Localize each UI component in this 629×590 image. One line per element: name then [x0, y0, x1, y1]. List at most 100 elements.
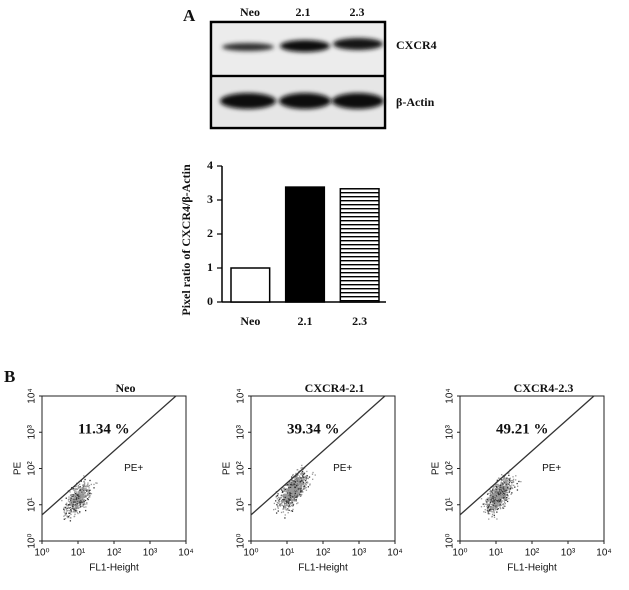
- event-dot: [284, 498, 286, 500]
- event-dot: [87, 483, 89, 486]
- event-dot: [304, 476, 306, 478]
- event-dot: [64, 518, 67, 520]
- event-dot: [495, 503, 497, 505]
- event-dot: [296, 469, 298, 471]
- event-dot: [506, 487, 509, 489]
- event-dot: [503, 488, 505, 490]
- event-dot: [274, 508, 277, 510]
- event-dot: [64, 512, 66, 515]
- x-tick-label: 10⁰: [34, 548, 49, 559]
- event-dot: [490, 501, 493, 503]
- event-dot: [499, 496, 501, 499]
- event-dot: [283, 505, 285, 507]
- event-dot: [509, 487, 512, 489]
- event-dot: [486, 505, 488, 507]
- event-dot: [306, 477, 308, 479]
- x-tick-label: 10⁴: [596, 548, 611, 559]
- event-dot: [283, 497, 286, 500]
- event-dot: [75, 485, 77, 488]
- event-dot: [72, 488, 75, 490]
- event-dot: [492, 500, 494, 502]
- event-dot: [79, 503, 82, 505]
- event-dot: [69, 497, 72, 499]
- event-dot: [289, 488, 292, 490]
- event-dot: [301, 464, 303, 467]
- event-dot: [497, 504, 499, 507]
- event-dot: [82, 488, 84, 490]
- event-dot: [71, 488, 73, 490]
- event-dot: [292, 495, 294, 497]
- event-dot: [499, 506, 501, 509]
- event-dot: [487, 510, 489, 512]
- event-dot: [287, 502, 290, 504]
- event-dot: [72, 506, 74, 509]
- event-dot: [76, 497, 78, 499]
- event-dot: [496, 518, 498, 520]
- plot-title: CXCR4-2.1: [305, 381, 365, 395]
- event-dot: [485, 501, 488, 503]
- event-dot: [277, 505, 279, 507]
- event-dot: [278, 498, 281, 500]
- event-dot: [499, 491, 501, 493]
- event-dot: [494, 498, 496, 500]
- event-dot: [71, 507, 73, 509]
- event-dot: [65, 513, 67, 515]
- event-dot: [285, 507, 287, 509]
- event-dot: [73, 498, 75, 501]
- event-dot: [80, 493, 82, 495]
- event-dot: [295, 490, 298, 492]
- event-dot: [494, 497, 496, 499]
- event-dot: [493, 506, 495, 509]
- event-dot: [492, 504, 495, 506]
- event-dot: [305, 486, 307, 489]
- event-dot: [86, 498, 89, 500]
- event-dot: [306, 481, 309, 483]
- event-dot: [74, 485, 76, 488]
- event-dot: [79, 493, 81, 495]
- event-dot: [290, 502, 293, 505]
- event-dot: [508, 474, 510, 477]
- event-dot: [74, 513, 76, 515]
- event-dot: [78, 489, 81, 491]
- event-dot: [489, 490, 491, 493]
- event-dot: [72, 505, 74, 508]
- event-dot: [504, 479, 507, 481]
- event-dot: [288, 496, 290, 499]
- event-dot: [498, 490, 500, 493]
- event-dot: [300, 467, 302, 469]
- event-dot: [83, 500, 85, 503]
- event-dot: [502, 483, 504, 485]
- event-dot: [506, 477, 508, 479]
- event-dot: [80, 505, 82, 508]
- event-dot: [81, 495, 84, 498]
- event-dot: [73, 494, 75, 497]
- event-dot: [288, 498, 291, 500]
- event-dot: [501, 484, 504, 486]
- x-tick-label: 10⁰: [243, 548, 258, 559]
- event-dot: [493, 497, 495, 500]
- event-dot: [74, 490, 76, 492]
- event-dot: [496, 484, 498, 486]
- y-tick-label: 10⁴: [236, 388, 247, 403]
- event-dot: [494, 506, 497, 508]
- event-dot: [496, 496, 498, 499]
- event-dot: [502, 491, 504, 493]
- event-dot: [298, 482, 300, 484]
- event-dot: [283, 507, 285, 510]
- event-dot: [487, 505, 489, 507]
- event-dot: [79, 489, 82, 491]
- event-dot: [496, 486, 498, 488]
- event-dot: [86, 494, 88, 496]
- band: [222, 43, 274, 51]
- event-dot: [504, 495, 507, 497]
- event-dot: [487, 505, 489, 508]
- event-dot: [284, 499, 287, 502]
- event-dot: [500, 502, 503, 504]
- event-dot: [503, 500, 505, 502]
- event-dot: [484, 511, 487, 514]
- event-dot: [292, 496, 294, 498]
- event-dot: [497, 505, 500, 507]
- event-dot: [504, 491, 506, 494]
- event-dot: [298, 488, 300, 490]
- event-dot: [282, 508, 284, 510]
